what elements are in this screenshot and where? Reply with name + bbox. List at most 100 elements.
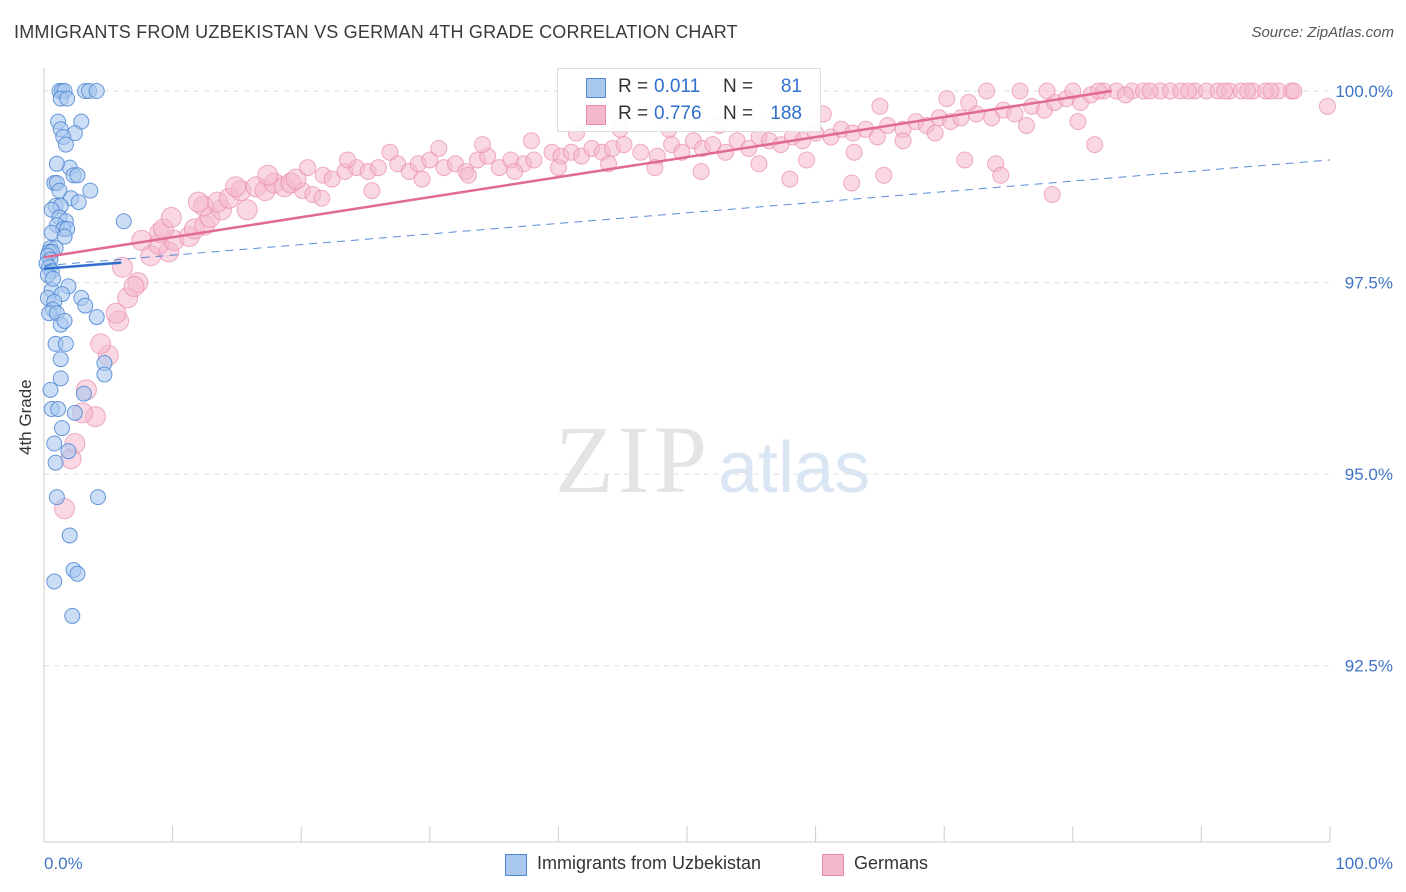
german-point	[123, 275, 145, 297]
german-point	[956, 151, 974, 169]
watermark: ZIP atlas	[555, 406, 870, 513]
german-point	[525, 151, 543, 169]
german-point	[474, 136, 492, 154]
uzbek-point	[77, 297, 94, 314]
german-point	[1069, 113, 1087, 131]
german-n-value: 188	[770, 103, 802, 124]
trend-lines	[43, 89, 1331, 271]
uzbek-point	[96, 366, 113, 383]
german-point	[978, 82, 996, 100]
german-point	[615, 136, 633, 154]
german-point	[1038, 82, 1056, 100]
german-point	[938, 90, 956, 108]
german-point	[187, 191, 209, 213]
uzbek-point	[48, 489, 65, 506]
uzbek-r-label: R =	[618, 76, 649, 97]
y-tick-label: 95.0%	[1345, 465, 1393, 484]
uzbek-point	[66, 404, 83, 421]
uzbek-point	[48, 155, 65, 172]
german-point	[871, 97, 889, 115]
german-point	[459, 166, 477, 184]
y-axis-label: 4th Grade	[16, 379, 35, 455]
german-point	[750, 155, 768, 173]
stats-legend: R = 0.011 N = 81 R = 0.776 N = 188	[557, 68, 821, 132]
german-point	[894, 132, 912, 150]
uzbek-point	[52, 351, 69, 368]
german-point	[105, 302, 127, 324]
german-point	[1180, 82, 1198, 100]
uzbek-point	[88, 309, 105, 326]
german-point	[236, 199, 258, 221]
grid-lines	[44, 90, 1330, 667]
uzbek-point	[46, 573, 63, 590]
uzbek-point	[82, 182, 99, 199]
german-point	[1117, 86, 1135, 104]
uzbek-trend-dashed	[43, 159, 1331, 267]
german-point	[843, 174, 861, 192]
german-point	[632, 143, 650, 161]
legend-german-label: Germans	[854, 853, 929, 873]
source-label: Source: ZipAtlas.com	[1251, 24, 1394, 41]
german-point	[285, 168, 307, 190]
german-point	[952, 109, 970, 127]
german-point	[299, 159, 317, 177]
german-point	[1216, 82, 1234, 100]
german-n-label: N =	[723, 103, 754, 124]
chart-title: IMMIGRANTS FROM UZBEKISTAN VS GERMAN 4TH…	[14, 22, 738, 42]
german-point	[363, 182, 381, 200]
german-point	[381, 143, 399, 161]
german-point	[781, 170, 799, 188]
axes	[43, 68, 1331, 843]
german-swatch	[586, 105, 606, 125]
german-point	[257, 164, 279, 186]
uzbek-point	[52, 370, 69, 387]
uzbek-point	[57, 136, 74, 153]
tick-labels: 92.5% 95.0% 97.5% 100.0% 0.0% 100.0%	[44, 82, 1393, 873]
german-point	[313, 189, 331, 207]
legend-german-swatch	[822, 854, 844, 876]
uzbek-point	[69, 167, 86, 184]
uzbek-point	[45, 270, 62, 287]
german-point	[1141, 82, 1159, 100]
y-tick-label: 97.5%	[1345, 274, 1393, 293]
german-point	[1018, 116, 1036, 134]
german-point	[926, 124, 944, 142]
german-points	[54, 82, 1336, 520]
german-r-label: R =	[618, 103, 649, 124]
uzbek-trend-line	[43, 261, 122, 271]
german-point	[992, 166, 1010, 184]
x-tick-label: 0.0%	[44, 854, 83, 873]
uzbek-point	[69, 565, 86, 582]
german-point	[369, 159, 387, 177]
german-trend-line	[43, 89, 1112, 259]
german-point	[798, 151, 816, 169]
uzbek-n-label: N =	[723, 76, 754, 97]
watermark-atlas: atlas	[718, 428, 870, 508]
german-r-value: 0.776	[654, 103, 702, 124]
uzbek-point	[50, 401, 67, 418]
german-point	[225, 176, 247, 198]
german-point	[522, 132, 540, 150]
german-point	[413, 170, 431, 188]
german-point	[1285, 82, 1303, 100]
uzbek-point	[64, 607, 81, 624]
german-point	[1011, 82, 1029, 100]
uzbek-point	[88, 82, 105, 99]
german-point	[1064, 82, 1082, 100]
uzbek-point	[54, 420, 71, 437]
watermark-zip: ZIP	[555, 406, 711, 513]
german-point	[160, 206, 182, 228]
german-point	[430, 139, 448, 157]
uzbek-point	[115, 213, 132, 230]
uzbek-point	[42, 381, 59, 398]
german-point	[1239, 82, 1257, 100]
german-point	[845, 143, 863, 161]
german-point	[875, 166, 893, 184]
y-tick-label: 100.0%	[1335, 82, 1393, 101]
german-point	[692, 162, 710, 180]
uzbek-point	[61, 527, 78, 544]
german-point	[960, 93, 978, 111]
german-point	[323, 170, 341, 188]
uzbek-point	[56, 228, 73, 245]
uzbek-point	[59, 90, 76, 107]
